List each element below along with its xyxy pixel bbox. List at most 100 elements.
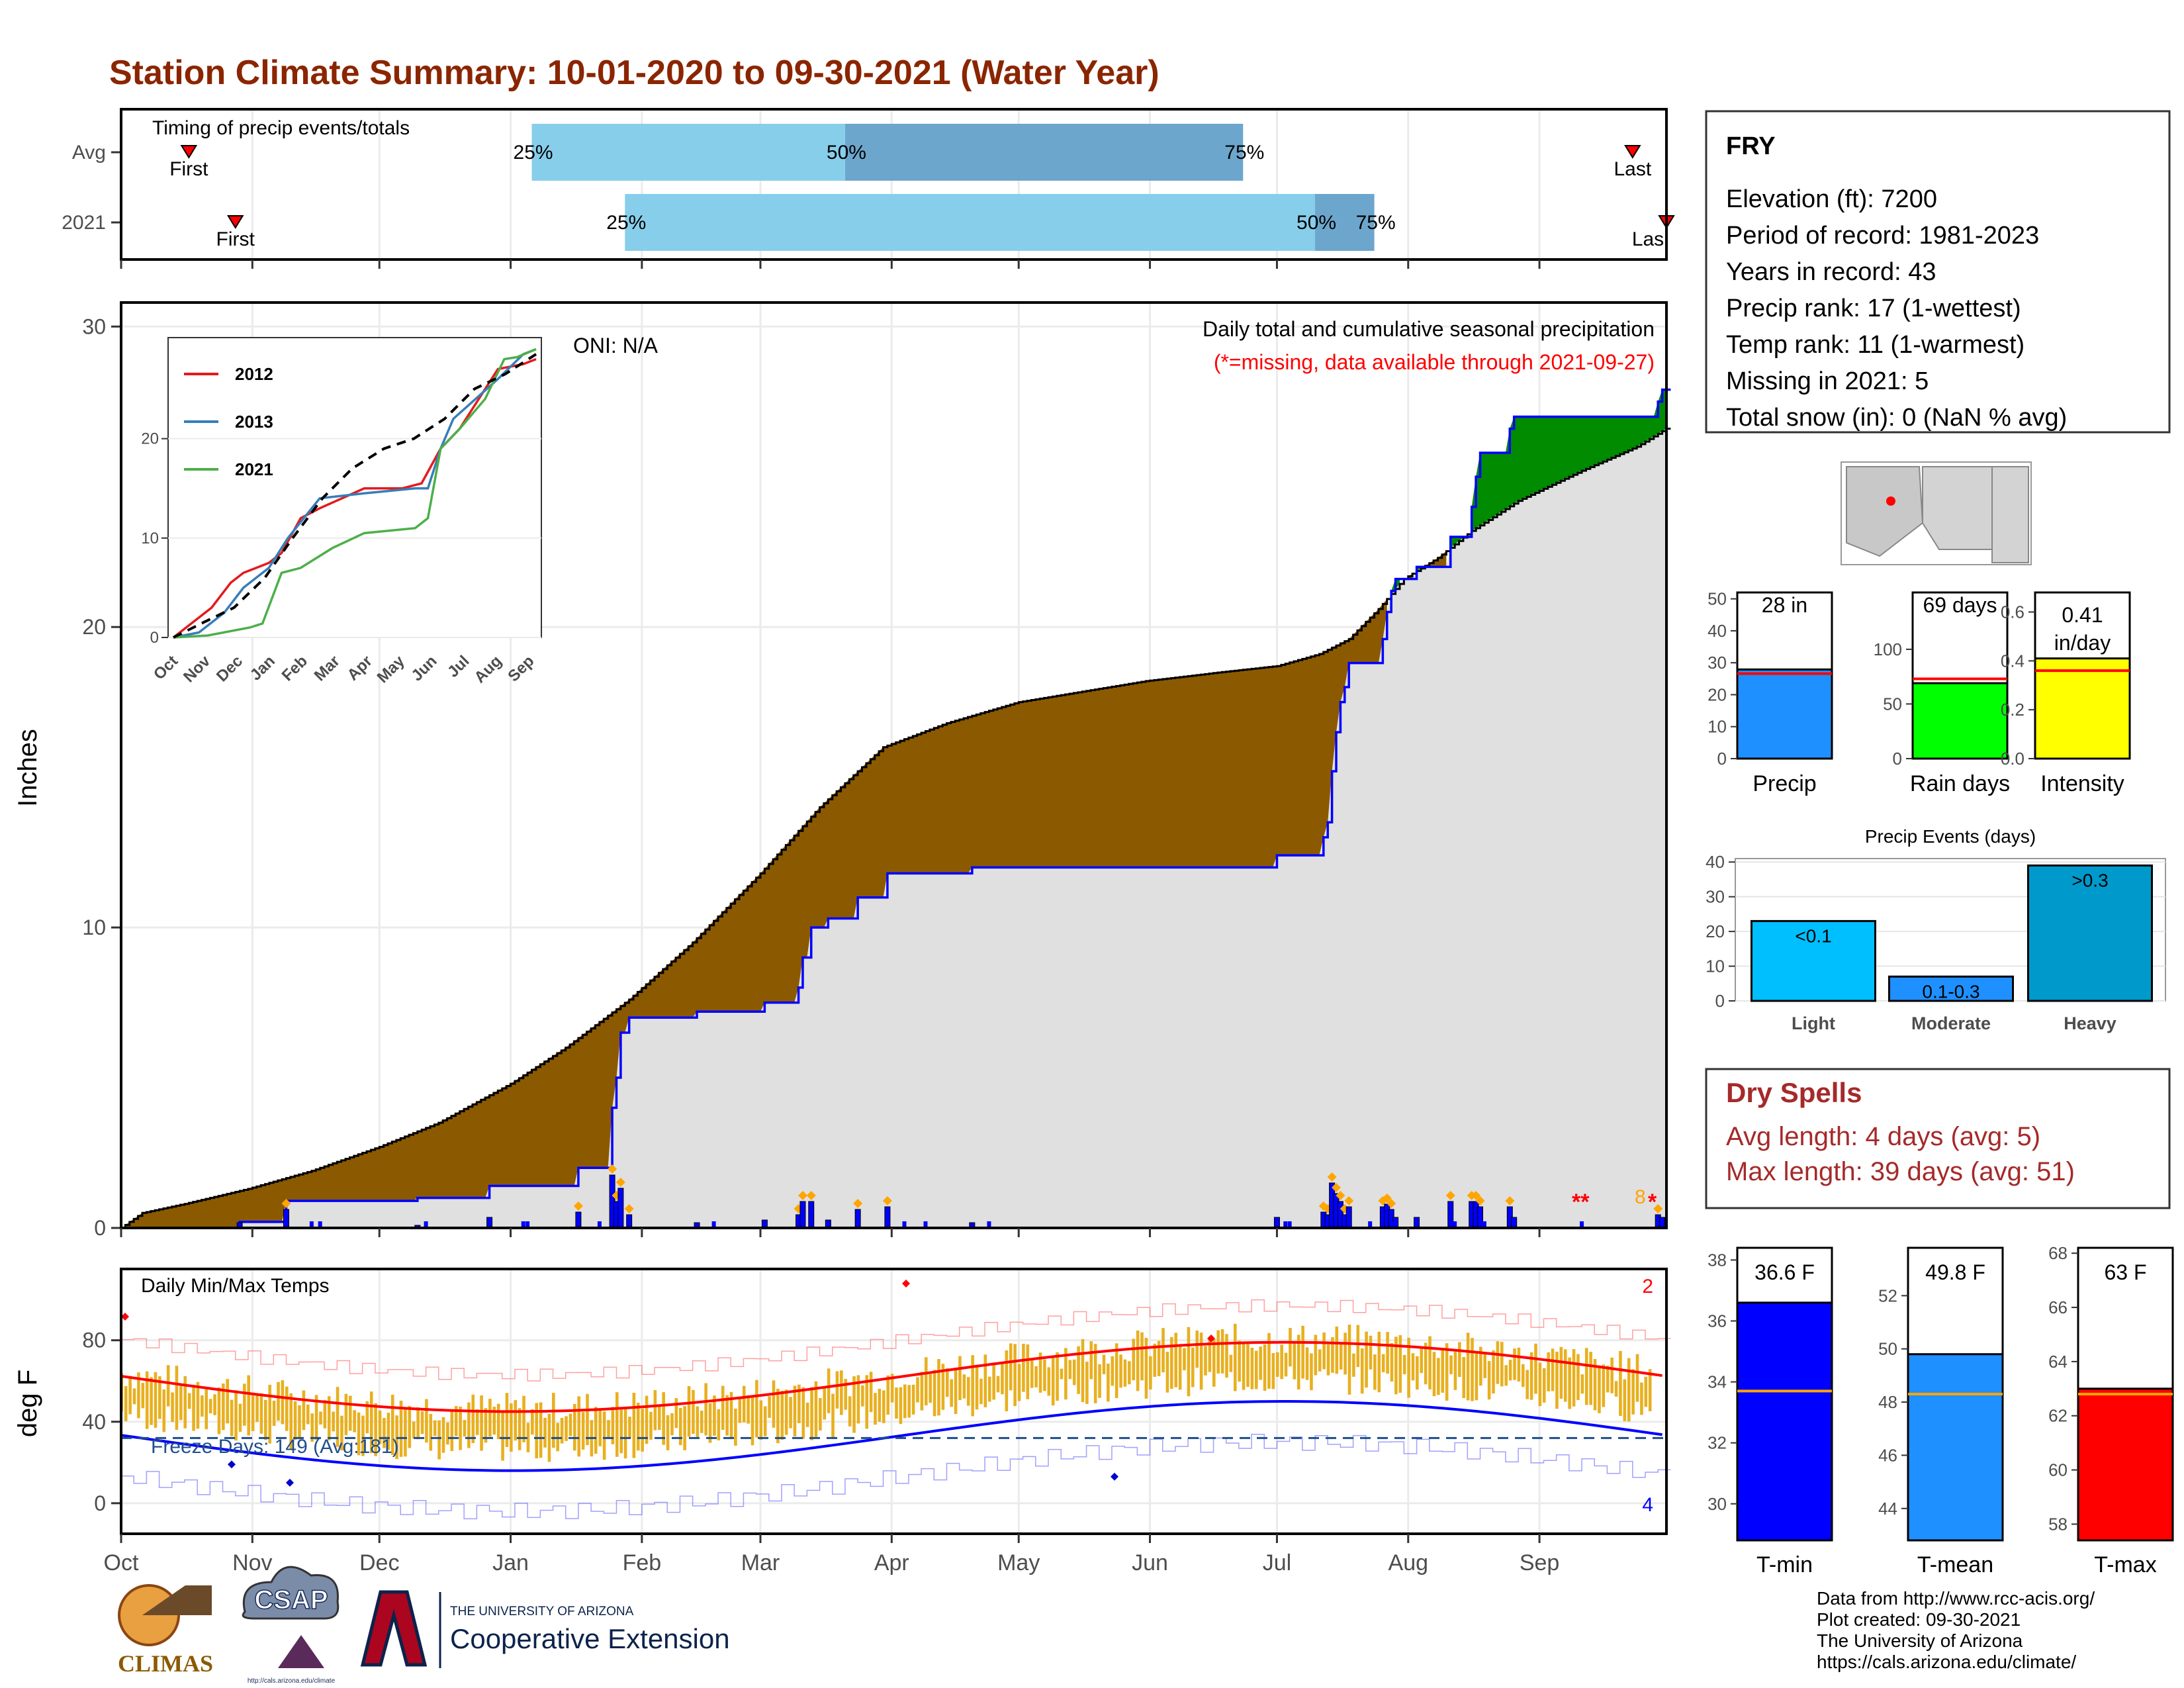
tbar-ytick-label: 58 — [2048, 1514, 2068, 1534]
daily-temp-range — [941, 1364, 945, 1410]
daily-temp-range — [1293, 1342, 1297, 1380]
temps-ytick-label: 0 — [94, 1491, 106, 1515]
summary-bar — [1736, 668, 1833, 760]
daily-temp-range — [1068, 1360, 1072, 1380]
daily-temp-range — [1441, 1349, 1445, 1393]
daily-temp-range — [196, 1382, 200, 1429]
daily-temp-range — [1458, 1342, 1461, 1378]
tbar-ytick-label: 44 — [1878, 1499, 1897, 1519]
daily-temp-range — [531, 1409, 534, 1435]
heavy-event-marker — [1344, 1196, 1354, 1205]
events-ytick-label: 40 — [1706, 852, 1725, 872]
daily-temp-range — [975, 1366, 979, 1410]
missing-note: (*=missing, data available through 2021-… — [1214, 350, 1655, 374]
first-marker — [226, 215, 244, 229]
tbar-ytick-label: 38 — [1707, 1250, 1727, 1270]
daily-temp-range — [1238, 1340, 1241, 1382]
daily-temp-range — [1487, 1361, 1491, 1400]
daily-temp-range — [1107, 1363, 1110, 1402]
temperature-bars: 36.6 F 30 32 34 36 38 T-min 49.8 F 44 46 48 50 52 T-m… — [1707, 1243, 2174, 1577]
precip-subtitle: Daily total and cumulative seasonal prec… — [1203, 317, 1655, 341]
daily-temp-range — [454, 1406, 458, 1436]
summary-ytick-label: 0.2 — [2001, 700, 2025, 720]
tbar-ytick-label: 48 — [1878, 1392, 1897, 1412]
average-cumulative-line — [121, 428, 1671, 1229]
daily-temp-range — [492, 1407, 496, 1435]
daily-temp-range — [924, 1357, 928, 1406]
last-marker — [1624, 145, 1641, 159]
timing-p50-label: 50% — [1297, 212, 1336, 234]
daily-temp-range — [1259, 1346, 1262, 1380]
deficit-area — [125, 598, 1387, 1228]
daily-temp-range — [1047, 1367, 1051, 1396]
daily-temp-range — [569, 1413, 572, 1436]
daily-temp-range — [607, 1420, 610, 1440]
daily-temp-range — [933, 1370, 936, 1417]
daily-precip-bar-small — [1482, 1221, 1486, 1228]
daily-temp-range — [365, 1401, 369, 1434]
daily-temp-range — [323, 1400, 327, 1429]
heavy-event-marker — [608, 1164, 617, 1174]
daily-temp-range — [1322, 1332, 1326, 1370]
events-ytick-label: 10 — [1706, 957, 1725, 976]
heavy-event-marker — [1336, 1191, 1345, 1200]
daily-precip-bar — [283, 1209, 289, 1229]
daily-temp-range — [827, 1368, 831, 1413]
daily-temp-range — [390, 1394, 394, 1455]
daily-temp-range — [1212, 1338, 1216, 1387]
daily-temp-range — [1402, 1354, 1406, 1375]
tbar-ytick-label: 52 — [1878, 1286, 1897, 1305]
station-info-line: Elevation (ft): 7200 — [1726, 185, 1937, 213]
daily-temp-range — [734, 1408, 737, 1446]
heavy-event-marker — [1445, 1191, 1455, 1200]
daily-temp-range — [687, 1385, 691, 1437]
daily-temp-range — [501, 1410, 504, 1461]
daily-precip-bar — [1659, 1217, 1666, 1229]
daily-temp-range — [581, 1412, 585, 1450]
daily-precip-bar-small — [987, 1221, 991, 1228]
summary-bar — [2034, 657, 2131, 760]
daily-temp-range — [1335, 1326, 1339, 1374]
daily-temp-range — [983, 1354, 987, 1407]
daily-temp-range — [1602, 1364, 1606, 1407]
daily-precip-bar — [575, 1211, 582, 1229]
daily-temp-range — [738, 1398, 742, 1423]
daily-temp-range — [1386, 1332, 1389, 1374]
tbar-value-label: 63 F — [2104, 1260, 2146, 1284]
daily-temp-range — [895, 1387, 898, 1419]
daily-temp-range — [459, 1406, 462, 1450]
daily-temp-range — [1521, 1364, 1525, 1387]
daily-temp-range — [226, 1379, 230, 1424]
record-low-marker — [1111, 1472, 1118, 1481]
daily-temp-range — [670, 1413, 674, 1436]
tbar-label: T-mean — [1917, 1552, 1993, 1577]
precip-frame — [120, 301, 1668, 1229]
inset-series-line — [173, 348, 537, 639]
daily-temp-range — [1331, 1337, 1334, 1373]
tbar-label: T-min — [1756, 1552, 1813, 1577]
climas-logo-text: CLIMAS — [118, 1650, 213, 1677]
inset-average-line — [173, 353, 537, 639]
month-label: Jan — [492, 1550, 529, 1575]
daily-temp-range — [463, 1420, 467, 1437]
csap-url: http://cals.arizona.edu/climate — [248, 1677, 336, 1685]
daily-temp-range — [145, 1371, 149, 1429]
daily-temp-range — [1254, 1350, 1258, 1389]
daily-temp-range — [713, 1395, 716, 1436]
daily-precip-bar — [1273, 1217, 1280, 1229]
daily-precip-bar-small — [1453, 1221, 1457, 1228]
daily-temp-range — [598, 1409, 602, 1446]
timing-row-label: Avg — [72, 142, 106, 164]
tbar — [1736, 1301, 1833, 1542]
summary-ytick-label: 10 — [1707, 717, 1727, 737]
daily-temp-range — [874, 1393, 877, 1425]
daily-temp-range — [1360, 1348, 1364, 1394]
daily-temp-range — [475, 1409, 479, 1435]
daily-temp-range — [1492, 1350, 1495, 1394]
daily-temp-range — [1352, 1353, 1355, 1377]
daily-temp-range — [1424, 1342, 1428, 1385]
tbar — [2077, 1387, 2174, 1542]
temps-ytick-label: 80 — [82, 1329, 106, 1352]
events-title: Precip Events (days) — [1865, 826, 2036, 847]
